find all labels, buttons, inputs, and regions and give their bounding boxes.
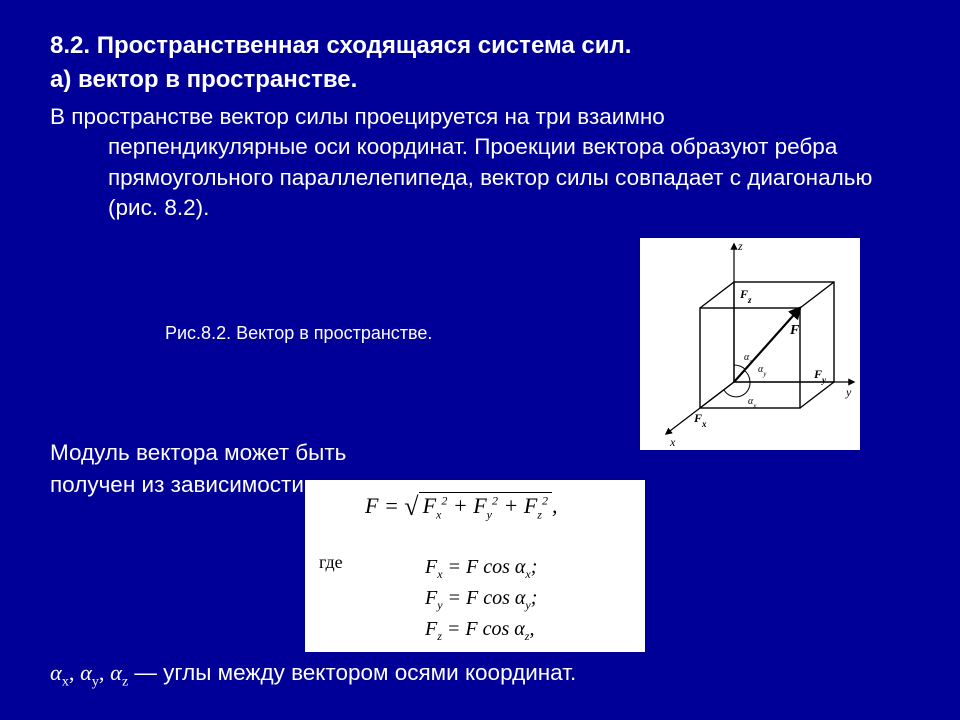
svg-text:αz: αz	[744, 352, 752, 366]
paragraph: В пространстве вектор силы проецируется …	[50, 102, 920, 224]
svg-text:y: y	[845, 385, 852, 399]
svg-text:x: x	[669, 435, 676, 449]
svg-text:z: z	[737, 239, 743, 253]
para-rest: перпендикулярные оси координат. Проекции…	[108, 132, 920, 223]
cube-diagram: z y x F Fz Fy Fx αy αz αx	[640, 238, 860, 450]
svg-text:αy: αy	[758, 364, 767, 378]
eq-suffix: ,	[552, 493, 558, 518]
eq-fy: Fy = F cos αy;	[425, 583, 537, 614]
figure-caption: Рис.8.2. Вектор в пространстве.	[165, 323, 432, 344]
eq-radicand: Fx2 + Fy2 + Fz2	[419, 492, 552, 522]
module-line-1: Модуль вектора может быть	[50, 440, 346, 466]
main-equation: F = √Fx2 + Fy2 + Fz2,	[365, 490, 557, 522]
module-line-2: получен из зависимости	[50, 472, 346, 498]
formula-panel: F = √Fx2 + Fy2 + Fz2, где Fx = F cos αx;…	[305, 480, 645, 652]
svg-text:Fz: Fz	[739, 287, 752, 305]
component-equations: Fx = F cos αx; Fy = F cos αy; Fz = F cos…	[425, 552, 537, 645]
alpha-y-sym: α	[80, 660, 92, 685]
angles-rest: — углы между вектором осями координат.	[128, 660, 576, 685]
section-title: 8.2. Пространственная сходящаяся система…	[50, 32, 920, 60]
svg-text:Fx: Fx	[693, 411, 707, 429]
subheading: а) вектор в пространстве.	[50, 66, 920, 94]
eq-fz: Fz = F cos αz,	[425, 614, 537, 645]
svg-text:F: F	[789, 323, 800, 338]
angles-definition: αx, αy, αz — углы между вектором осями к…	[50, 660, 576, 691]
eq-lhs: F =	[365, 493, 404, 518]
where-label: где	[319, 552, 343, 573]
alpha-z-sym: α	[110, 660, 122, 685]
para-first-line: В пространстве вектор силы проецируется …	[50, 104, 665, 129]
cube-svg: z y x F Fz Fy Fx αy αz αx	[640, 238, 860, 450]
alpha-x-sym: α	[50, 660, 62, 685]
eq-fx: Fx = F cos αx;	[425, 552, 537, 583]
